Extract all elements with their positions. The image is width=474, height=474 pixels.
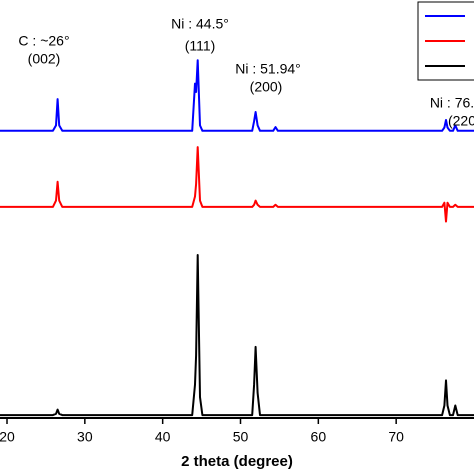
annotation: Ni : 44.5° [171, 16, 229, 32]
annotation: C : ~26° [18, 33, 69, 49]
annotation: Ni : 51.94° [235, 61, 301, 77]
x-tick-label: 30 [77, 429, 93, 445]
annotation: (111) [185, 38, 216, 54]
x-tick-label: 60 [311, 429, 327, 445]
x-tick-label: 40 [155, 429, 171, 445]
x-tick-label: 50 [233, 429, 249, 445]
annotation: (002) [28, 51, 61, 67]
series-line [0, 254, 474, 417]
x-tick-label: 70 [388, 429, 404, 445]
series-line [0, 146, 474, 223]
annotation: (200) [250, 79, 283, 95]
series-line [0, 59, 474, 132]
x-tick-label: 20 [0, 429, 15, 445]
annotation: (220 [448, 113, 474, 129]
x-axis-label: 2 theta (degree) [181, 453, 293, 470]
annotation: Ni : 76. [430, 95, 474, 111]
